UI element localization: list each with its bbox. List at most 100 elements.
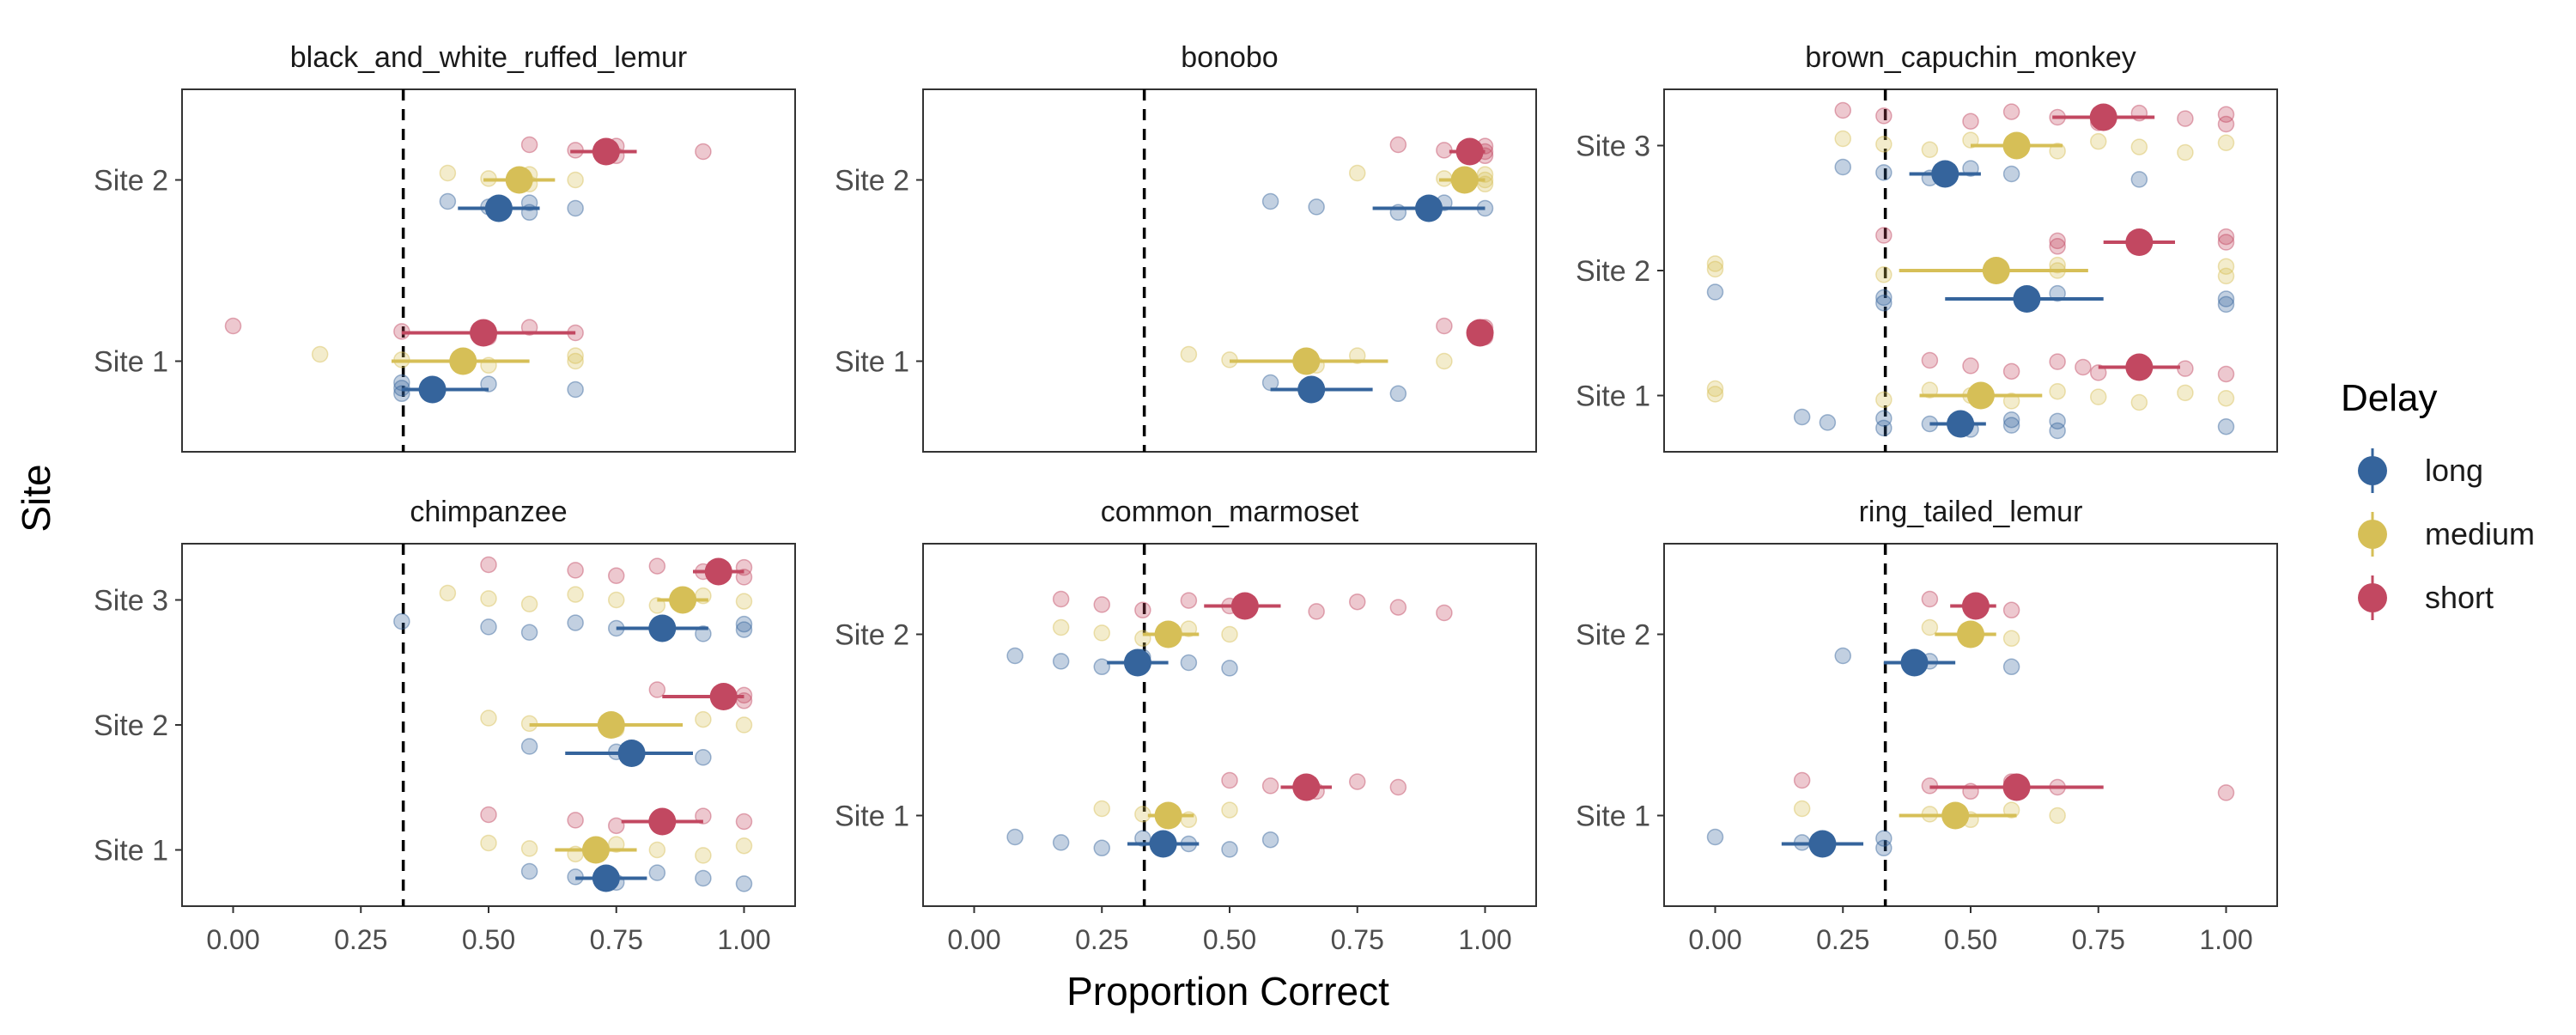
raw-point-medium (2130, 393, 2148, 411)
raw-point-medium (2217, 267, 2235, 285)
y-tick-label: Site 2 (94, 165, 168, 198)
raw-point-medium (1875, 266, 1893, 283)
raw-point-medium (480, 590, 497, 607)
raw-point-long (567, 381, 584, 399)
raw-point-medium (2217, 389, 2235, 407)
mean-point-long (1947, 410, 1975, 438)
mean-point-medium (1966, 381, 1995, 410)
panels-layer: black_and_white_ruffed_lemur Site 1 Site 2… (94, 41, 2278, 955)
raw-point-short (1921, 590, 1939, 608)
raw-point-short (1349, 593, 1366, 611)
raw-point-long (1093, 658, 1110, 676)
legend-items: long medium short (2358, 448, 2535, 620)
panel-frame (181, 88, 796, 453)
x-tick-label: 0.25 (334, 924, 387, 955)
raw-point-long (1875, 410, 1893, 427)
raw-point-medium (311, 345, 329, 363)
mean-point-short (704, 557, 732, 586)
x-tick-label: 0.50 (1944, 924, 1997, 955)
raw-point-long (1006, 828, 1024, 846)
mean-point-short (709, 683, 738, 710)
raw-point-medium (2049, 382, 2066, 400)
raw-point-short (1349, 773, 1366, 790)
x-tick-label: 0.00 (947, 924, 1000, 955)
raw-point-medium (1921, 618, 1939, 636)
raw-point-long (393, 612, 410, 630)
mean-point-medium (1982, 257, 2010, 284)
raw-point-medium (2090, 388, 2107, 405)
raw-point-short (1921, 351, 1939, 369)
raw-point-short (1180, 592, 1198, 609)
raw-point-long (1006, 647, 1024, 665)
raw-point-medium (567, 352, 584, 370)
raw-point-short (2217, 784, 2235, 801)
raw-point-long (1875, 295, 1893, 312)
raw-point-short (2217, 365, 2235, 383)
mean-point-medium (581, 836, 610, 864)
raw-point-short (2075, 358, 2092, 376)
raw-point-medium (695, 847, 712, 864)
mean-point-short (470, 319, 498, 347)
raw-point-medium (1349, 164, 1366, 182)
raw-point-medium (1093, 624, 1110, 642)
mean-point-short (1230, 592, 1259, 620)
raw-point-long (1706, 828, 1724, 846)
mean-point-medium (597, 711, 625, 739)
raw-point-medium (735, 716, 753, 734)
mean-point-medium (1292, 347, 1321, 375)
x-tick-label: 0.75 (590, 924, 643, 955)
y-tick-label: Site 1 (1576, 381, 1650, 413)
x-tick-label: 0.25 (1816, 924, 1869, 955)
raw-point-long (2217, 290, 2235, 307)
x-tick-label: 0.50 (1203, 924, 1256, 955)
raw-point-short (1389, 599, 1407, 616)
x-tick-label: 1.00 (2199, 924, 2252, 955)
mean-point-short (592, 137, 620, 166)
raw-point-long (1819, 414, 1837, 431)
x-tick-label: 0.00 (1688, 924, 1741, 955)
mean-point-medium (1154, 620, 1182, 648)
raw-point-long (695, 749, 712, 766)
x-tick-label: 0.75 (2072, 924, 2125, 955)
mean-point-short (1961, 592, 1990, 620)
raw-point-medium (567, 586, 584, 603)
legend-label: long (2425, 453, 2483, 488)
raw-point-long (1706, 283, 1724, 301)
mean-point-medium (449, 347, 477, 375)
raw-point-long (1180, 654, 1198, 672)
raw-point-medium (567, 347, 584, 364)
mean-point-long (1931, 160, 1959, 188)
legend-key-dot (2358, 520, 2387, 549)
y-tick-label: Site 1 (835, 801, 909, 833)
raw-point-short (1134, 601, 1151, 619)
raw-point-short (1793, 771, 1811, 789)
legend-title: Delay (2341, 377, 2438, 419)
raw-point-long (1221, 660, 1238, 677)
raw-point-long (2002, 658, 2020, 676)
raw-point-medium (1706, 255, 1724, 272)
y-tick-label: Site 2 (835, 165, 909, 198)
raw-point-long (1052, 834, 1070, 851)
raw-point-long (520, 738, 538, 755)
y-tick-label: Site 1 (94, 346, 168, 379)
raw-point-medium (1706, 260, 1724, 278)
raw-point-medium (2217, 134, 2235, 152)
raw-point-short (608, 817, 625, 835)
raw-point-long (2002, 411, 2020, 429)
raw-point-long (2002, 165, 2020, 183)
raw-point-long (1308, 198, 1325, 216)
raw-point-short (2002, 362, 2020, 381)
mean-point-long (2013, 285, 2041, 313)
raw-point-long (1875, 289, 1893, 307)
raw-point-medium (2090, 132, 2107, 150)
raw-point-medium (1875, 136, 1893, 153)
legend-label: short (2425, 580, 2494, 615)
panel-title: chimpanzee (410, 496, 567, 528)
raw-point-short (1389, 136, 1407, 154)
raw-point-long (735, 615, 753, 633)
legend-item-short: short (2358, 575, 2494, 620)
raw-point-short (480, 806, 497, 824)
raw-point-long (2049, 422, 2066, 440)
raw-point-short (2217, 228, 2235, 246)
